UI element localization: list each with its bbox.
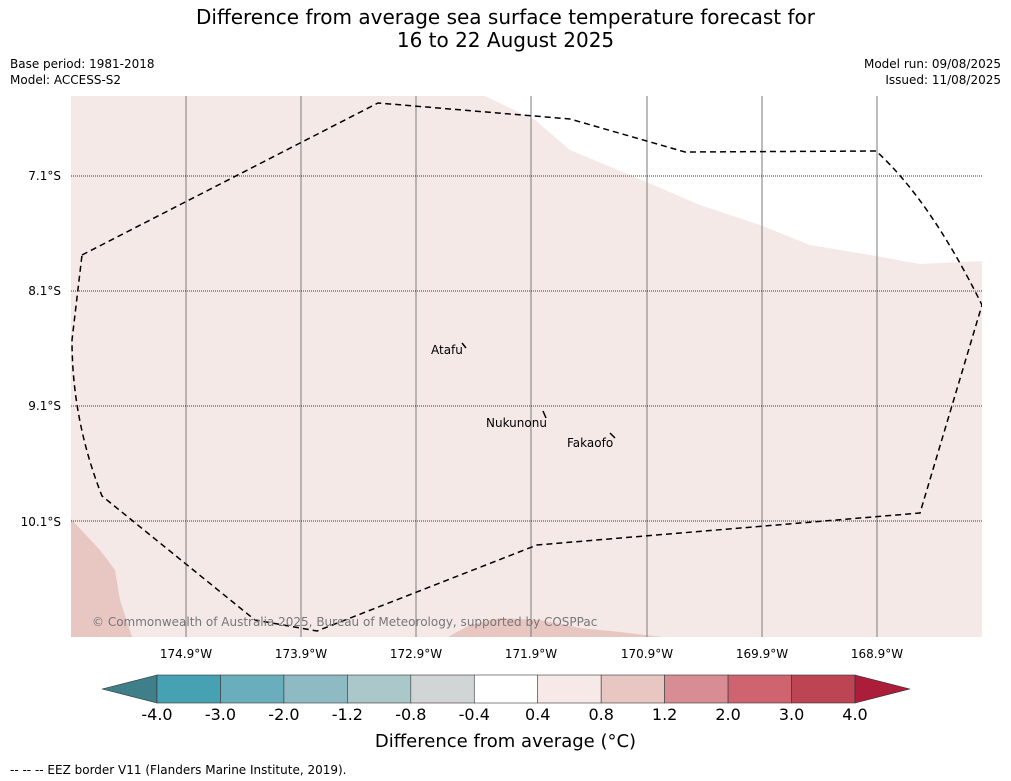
colorbar-tick-label: 1.2 — [652, 705, 677, 724]
meta-right: Model run: 09/08/2025 Issued: 11/08/2025 — [864, 56, 1001, 88]
colorbar-swatch — [283, 674, 348, 704]
title-line-1: Difference from average sea surface temp… — [195, 5, 815, 29]
colorbar-swatch — [537, 674, 602, 704]
colorbar-swatches — [101, 674, 911, 704]
colorbar-tick-label: 0.4 — [525, 705, 550, 724]
colorbar-tick-label: -0.4 — [459, 705, 490, 724]
place-label-nukunonu: Nukunonu — [486, 416, 547, 430]
colorbar-swatch — [600, 674, 665, 704]
place-label-atafu: Atafu — [431, 343, 463, 357]
colorbar-tick-label: -4.0 — [141, 705, 172, 724]
lon-label: 174.9°W — [160, 647, 212, 661]
lat-label: 7.1°S — [28, 169, 61, 183]
colorbar-tick-label: 0.8 — [588, 705, 613, 724]
colorbar-label: Difference from average (°C) — [374, 731, 637, 752]
lat-label: 10.1°S — [21, 515, 61, 529]
lon-label: 172.9°W — [390, 647, 442, 661]
lon-label: 168.9°W — [851, 647, 903, 661]
colorbar-swatch — [473, 674, 539, 704]
colorbar-tick-label: -2.0 — [268, 705, 299, 724]
colorbar-tick-label: -1.2 — [332, 705, 363, 724]
eez-border — [71, 102, 982, 632]
issued-date: Issued: 11/08/2025 — [885, 73, 1001, 87]
colorbar-ticks: -4.0 -3.0 -2.0 -1.2 -0.8 -0.4 0.4 0.8 1.2 2.0 3.0 4… — [141, 705, 867, 724]
lon-label: 170.9°W — [621, 647, 673, 661]
colorbar-swatch — [791, 674, 856, 704]
longitude-gridlines — [185, 96, 878, 637]
atoll-fakaofo — [609, 432, 616, 439]
ocean-anomaly-medium-sw — [71, 519, 132, 637]
colorbar-swatch — [664, 674, 729, 704]
lon-label: 169.9°W — [736, 647, 788, 661]
colorbar-extension-min — [101, 674, 158, 704]
longitude-labels: 174.9°W 173.9°W 172.9°W 171.9°W 170.9°W … — [160, 647, 903, 661]
meta-left: Base period: 1981-2018 Model: ACCESS-S2 — [10, 56, 155, 88]
lon-label: 173.9°W — [275, 647, 327, 661]
colorbar-swatch — [156, 674, 221, 704]
model-run: Model run: 09/08/2025 — [863, 57, 1001, 71]
colorbar-extension-max — [854, 674, 911, 704]
atoll-nukunonu — [542, 410, 547, 419]
colorbar-swatch — [220, 674, 285, 704]
colorbar-tick-label: 4.0 — [842, 705, 867, 724]
colorbar-tick-label: 3.0 — [779, 705, 804, 724]
map-title: Difference from average sea surface temp… — [0, 6, 1011, 52]
colorbar-swatch — [727, 674, 792, 704]
lat-label: 9.1°S — [28, 399, 61, 413]
copyright-notice: © Commonwealth of Australia 2025, Bureau… — [92, 615, 597, 629]
base-period: Base period: 1981-2018 — [10, 57, 155, 71]
latitude-labels: 7.1°S 8.1°S 9.1°S 10.1°S — [21, 169, 61, 529]
colorbar-tick-label: 2.0 — [715, 705, 740, 724]
lat-label: 8.1°S — [28, 284, 61, 298]
no-anomaly-region — [485, 96, 982, 264]
ocean-anomaly-medium-s — [448, 618, 662, 637]
place-label-fakaofo: Fakaofo — [567, 436, 613, 450]
colorbar-swatch — [410, 674, 475, 704]
colorbar-tick-label: -0.8 — [395, 705, 426, 724]
eez-footnote: -- -- -- EEZ border V11 (Flanders Marine… — [10, 763, 347, 777]
model-name: Model: ACCESS-S2 — [10, 73, 122, 87]
colorbar-swatch — [347, 674, 412, 704]
colorbar-tick-label: -3.0 — [205, 705, 236, 724]
title-line-2: 16 to 22 August 2025 — [396, 28, 615, 52]
atoll-atafu — [461, 342, 467, 349]
lon-label: 171.9°W — [505, 647, 557, 661]
